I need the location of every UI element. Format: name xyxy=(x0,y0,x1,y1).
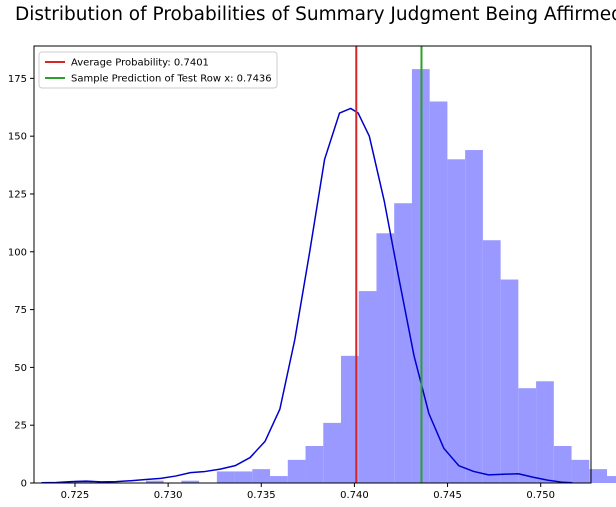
histogram-bar xyxy=(341,355,359,483)
legend-box xyxy=(38,51,278,89)
histogram-bar xyxy=(305,446,324,483)
y-tick-label: 150 xyxy=(8,132,27,143)
legend: Average Probability: 0.7401 Sample Predic… xyxy=(38,51,278,89)
x-tick-label: 0.750 xyxy=(526,490,555,501)
histogram-bar xyxy=(234,471,253,483)
legend-label: Sample Prediction of Test Row x: 0.7436 xyxy=(71,74,272,85)
histogram-bar xyxy=(145,480,164,483)
histogram-bar xyxy=(394,203,412,483)
legend-label: Average Probability: 0.7401 xyxy=(71,58,209,69)
histogram-bar xyxy=(358,291,377,483)
y-tick-label: 50 xyxy=(14,363,27,374)
histogram-bars xyxy=(74,69,616,484)
histogram-bar xyxy=(376,233,395,483)
reference-lines xyxy=(355,46,423,483)
x-tick-label: 0.735 xyxy=(247,490,276,501)
histogram-bar xyxy=(181,480,200,483)
histogram-bar xyxy=(287,459,306,483)
x-tick-label: 0.740 xyxy=(340,490,369,501)
histogram-bar xyxy=(465,150,483,484)
histogram-bar xyxy=(252,469,271,483)
histogram-bar xyxy=(323,422,342,483)
histogram-bar xyxy=(553,446,572,483)
plot-frame xyxy=(33,45,592,484)
kde-curve xyxy=(41,107,573,484)
y-tick-label: 125 xyxy=(8,189,27,200)
x-tick-label: 0.725 xyxy=(61,490,90,501)
histogram-bar xyxy=(571,459,590,483)
x-tick-label: 0.745 xyxy=(433,490,462,501)
chart-title: Distribution of Probabilities of Summary… xyxy=(15,4,616,25)
histogram-bar xyxy=(482,240,501,483)
histogram-bar xyxy=(589,469,608,483)
histogram-bar xyxy=(518,388,537,483)
histogram-bar xyxy=(607,476,616,483)
histogram-bar xyxy=(447,159,466,483)
y-tick-label: 75 xyxy=(14,305,27,316)
axes-frame xyxy=(33,45,592,484)
histogram-bar xyxy=(429,101,448,483)
histogram-bar xyxy=(500,279,519,483)
histogram-bar xyxy=(270,476,288,483)
y-tick-label: 25 xyxy=(14,421,27,432)
y-tick-label: 175 xyxy=(8,74,27,85)
y-tick-label: 100 xyxy=(8,247,27,258)
histogram-bar xyxy=(536,381,554,483)
x-tick-label: 0.730 xyxy=(154,490,183,501)
axis-ticks: 0.725 0.730 0.735 0.740 0.745 0.750 0 25 50 75 100… xyxy=(8,74,555,501)
kde-curve-layer xyxy=(41,107,573,484)
histogram-bar xyxy=(216,471,235,483)
y-tick-label: 0 xyxy=(21,479,27,490)
